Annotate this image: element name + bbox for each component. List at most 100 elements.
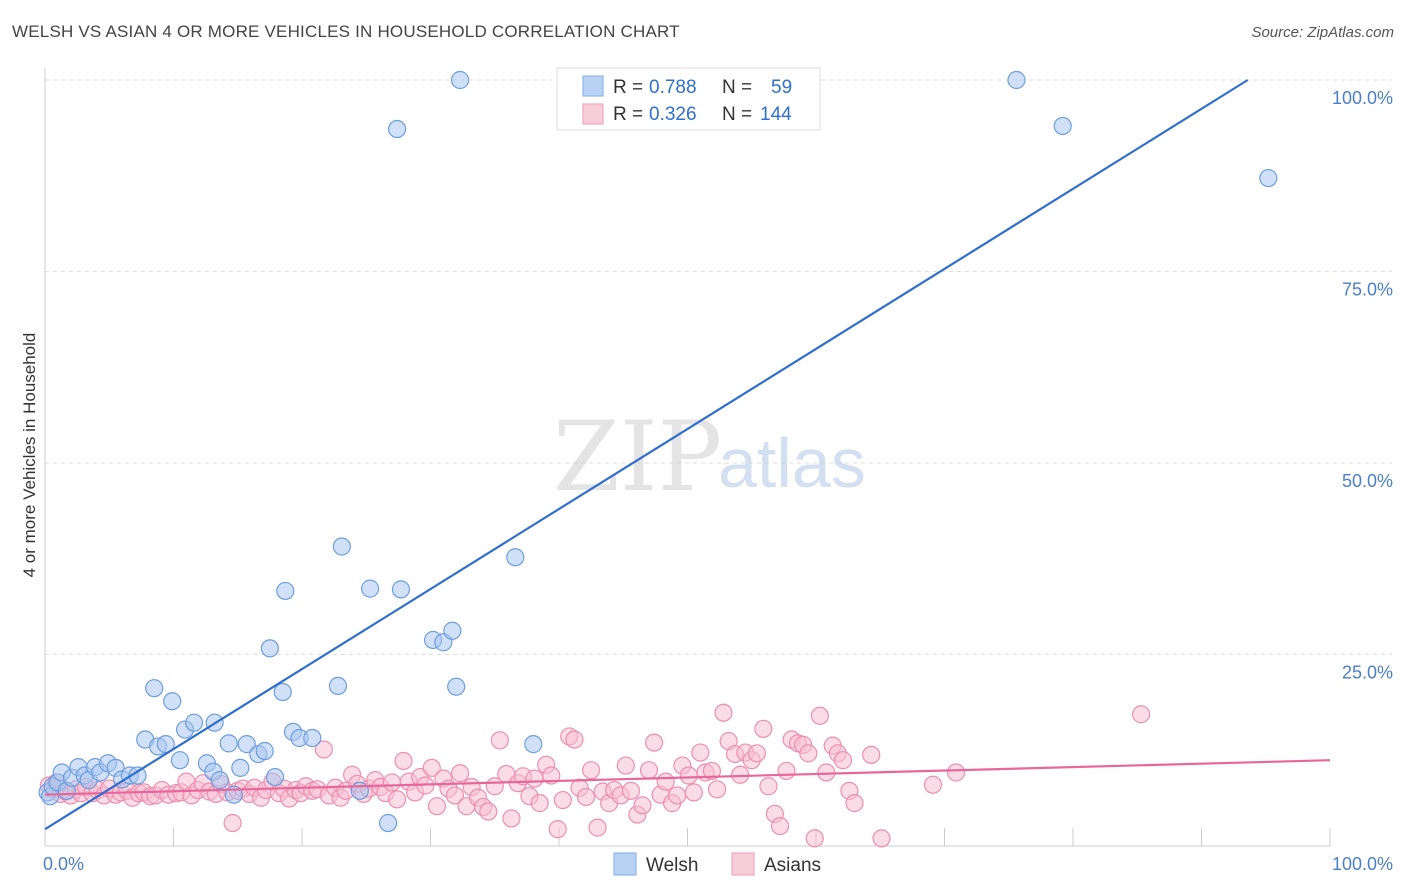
y-axis-label: 4 or more Vehicles in Household: [20, 333, 39, 578]
welsh-point: [145, 679, 164, 698]
asian-point: [679, 766, 698, 785]
asian-point: [479, 802, 498, 821]
asian-point: [754, 719, 773, 738]
asian-point: [707, 780, 727, 799]
asian-point: [656, 772, 675, 791]
welsh-point: [350, 781, 369, 800]
welsh-point: [1007, 70, 1026, 90]
legend-n-label-asians: N =: [722, 104, 752, 125]
legend-r-value-welsh: 0.788: [649, 77, 697, 98]
asian-point: [588, 818, 607, 837]
asian-point: [862, 745, 881, 764]
x-tick-labels: 0.0% 100.0%: [43, 854, 1393, 874]
legend-n-label-welsh: N =: [722, 77, 752, 98]
x-tick-label: 0.0%: [43, 854, 84, 874]
asian-point: [668, 786, 687, 805]
asian-point: [223, 813, 242, 833]
asian-point: [387, 790, 407, 809]
asian-point: [445, 786, 465, 805]
legend-n-value-welsh: 59: [771, 77, 792, 98]
watermark: ZIP atlas: [553, 401, 866, 513]
asian-point: [702, 761, 722, 781]
bottom-legend: Welsh Asians: [613, 852, 821, 876]
welsh-point: [170, 751, 190, 770]
y-tick-label: 75.0%: [1342, 280, 1393, 300]
x-tick-marks: [173, 828, 1331, 846]
welsh-point: [231, 758, 250, 777]
legend-r-label-asians: R =: [613, 104, 643, 125]
asian-point: [565, 730, 584, 749]
asian-point: [845, 794, 864, 813]
welsh-point: [387, 119, 407, 139]
asian-point: [799, 744, 818, 763]
asian-point: [759, 777, 778, 796]
asian-point: [450, 764, 470, 783]
asian-point: [1132, 705, 1151, 724]
asian-point: [394, 751, 413, 771]
y-tick-label: 25.0%: [1342, 663, 1393, 683]
asian-point: [621, 781, 641, 800]
asian-point: [747, 744, 766, 763]
asian-point: [872, 829, 891, 848]
asian-point: [633, 796, 652, 815]
welsh-point: [506, 548, 525, 567]
welsh-point: [273, 682, 292, 702]
asian-point: [542, 766, 561, 785]
top-legend: R = 0.788 N = 59 R = 0.326 N = 144: [556, 67, 821, 131]
asian-point: [810, 706, 829, 725]
asian-point: [582, 761, 601, 780]
legend-n-value-asians: 144: [760, 104, 792, 125]
asian-point: [684, 783, 704, 802]
asian-point: [644, 733, 664, 752]
asian-point: [530, 794, 549, 813]
asian-point: [422, 758, 441, 777]
welsh-point: [328, 676, 348, 696]
welsh-point: [219, 734, 238, 753]
asian-point: [314, 740, 333, 759]
y-tick-label: 50.0%: [1342, 471, 1393, 491]
asian-point: [714, 703, 733, 722]
asian-point: [502, 809, 521, 828]
asian-point: [639, 761, 659, 780]
asian-point: [548, 820, 567, 839]
welsh-point: [1259, 168, 1278, 188]
asian-point: [833, 751, 853, 770]
welsh-point: [443, 621, 462, 640]
watermark-atlas: atlas: [718, 424, 866, 502]
asian-point: [525, 769, 544, 788]
bottom-legend-swatch-asians: [731, 852, 755, 876]
welsh-point: [184, 713, 204, 732]
y-tick-labels: 25.0% 50.0% 75.0% 100.0%: [1332, 88, 1393, 683]
gridlines: [45, 79, 1392, 655]
welsh-point: [1053, 116, 1072, 136]
welsh-point: [255, 741, 274, 761]
asian-point: [576, 787, 596, 807]
source-label: Source: ZipAtlas.com: [1251, 24, 1394, 41]
asian-point: [553, 790, 572, 810]
welsh-points: [38, 70, 1278, 833]
asian-point: [731, 765, 750, 784]
welsh-point: [276, 581, 295, 601]
y-tick-label: 100.0%: [1332, 88, 1393, 108]
legend-r-value-asians: 0.326: [649, 104, 697, 125]
welsh-trend-line: [44, 79, 1249, 831]
welsh-point: [303, 728, 322, 748]
welsh-point: [450, 70, 470, 90]
welsh-point: [332, 537, 351, 556]
welsh-point: [163, 692, 182, 711]
asian-point: [770, 816, 790, 836]
welsh-point: [210, 771, 229, 790]
legend-swatch-welsh: [582, 75, 604, 97]
asian-point: [946, 763, 966, 782]
legend-swatch-asians: [582, 103, 604, 125]
asian-trend-line: [44, 759, 1331, 796]
welsh-point: [361, 579, 380, 598]
welsh-point: [265, 767, 285, 787]
asian-point: [616, 756, 635, 775]
asian-point: [382, 773, 402, 792]
welsh-point: [524, 735, 543, 754]
bottom-legend-label-welsh: Welsh: [646, 855, 698, 876]
asian-point: [490, 731, 509, 750]
asian-point: [427, 797, 447, 816]
